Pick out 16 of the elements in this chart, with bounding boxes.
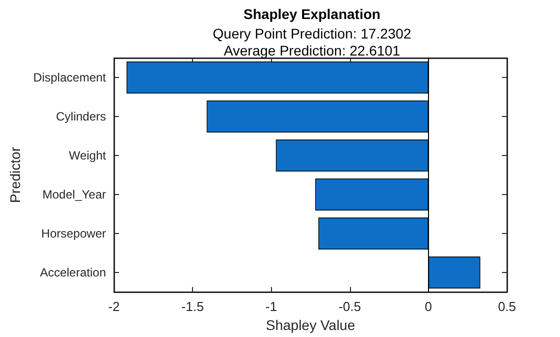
y-tick-label: Cylinders (56, 110, 106, 124)
x-tick-label: -1 (265, 299, 277, 314)
chart-subtitle: Query Point Prediction: 17.2302 Average Prediction: 22.6101 (212, 26, 412, 58)
x-axis-title: Shapley Value (266, 317, 356, 333)
x-tick-label: -2 (108, 299, 120, 314)
y-axis-title: Predictor (7, 146, 23, 204)
x-tick-label: -0.5 (338, 299, 362, 314)
y-tick-label: Model_Year (42, 188, 106, 202)
y-tick-label: Displacement (33, 70, 107, 84)
x-tick-label: 0 (424, 299, 432, 314)
y-tick-label: Acceleration (40, 266, 106, 280)
y-tick-label: Horsepower (41, 226, 106, 240)
x-tick-label: -1.5 (181, 299, 204, 314)
x-tick-label: 0.5 (498, 299, 516, 314)
y-tick-label: Weight (68, 148, 107, 162)
chart-title: Shapley Explanation (244, 6, 380, 22)
